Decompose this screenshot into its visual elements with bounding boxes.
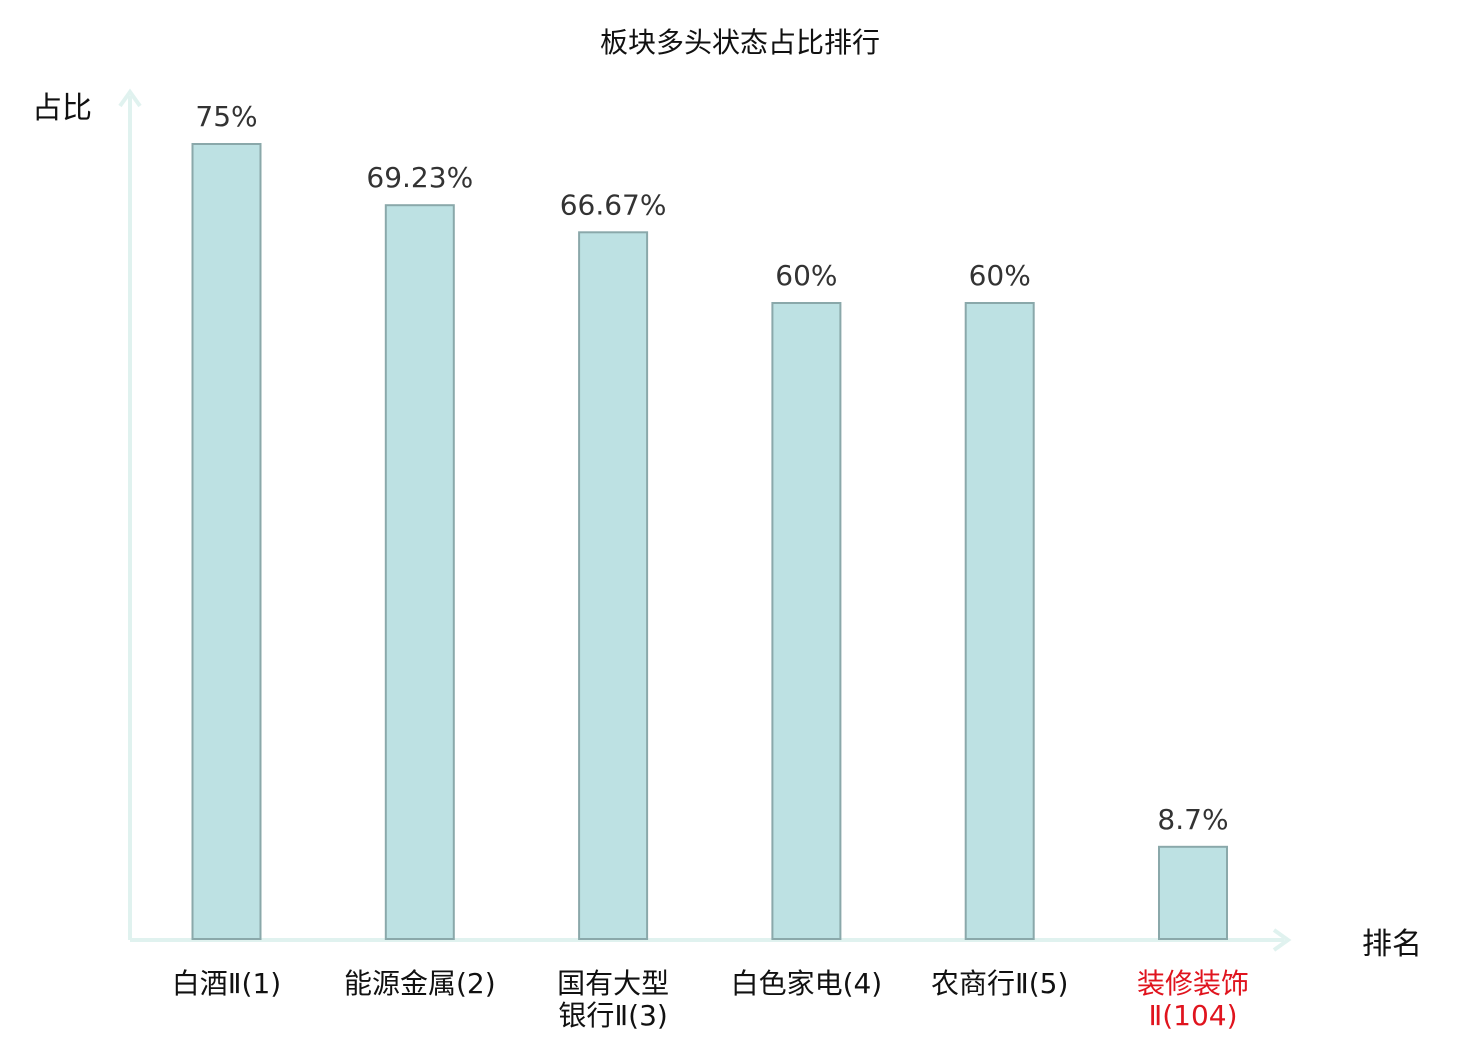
y-axis-label: 占比 [32, 91, 92, 126]
value-label-group: 75% 69.23% 66.67% 60% 60% 8.7% [195, 100, 1228, 836]
category-label-6: 装修装饰 Ⅱ(104) [1137, 967, 1249, 1032]
bar-5 [964, 302, 1035, 940]
value-label-1: 75% [195, 100, 257, 133]
value-label-3: 66.67% [560, 188, 667, 221]
value-label-2: 69.23% [366, 161, 473, 194]
category-label-4: 白色家电(4) [731, 967, 883, 1000]
category-label-2: 能源金属(2) [344, 967, 496, 1000]
bar-6 [1158, 845, 1228, 940]
x-axis-label: 排名 [1362, 927, 1422, 962]
value-label-5: 60% [969, 259, 1031, 292]
bar-4 [771, 302, 842, 940]
y-axis-arrow-icon [118, 88, 142, 108]
category-label-3: 国有大型银行Ⅱ(3) [557, 967, 669, 1032]
category-label-1: 白酒Ⅱ(1) [172, 967, 281, 1000]
value-label-6: 8.7% [1157, 803, 1228, 836]
category-label-group: 白酒Ⅱ(1) 能源金属(2) 国有大型银行Ⅱ(3) 白色家电(4) 农商行Ⅱ(5) 装修装… [172, 967, 1249, 1032]
category-label-5: 农商行Ⅱ(5) [931, 967, 1068, 1000]
bar-2 [384, 204, 455, 940]
bar-3 [578, 231, 649, 941]
bar-group [191, 143, 1228, 941]
bar-1 [191, 143, 262, 940]
x-axis-arrow-icon [1272, 928, 1292, 952]
chart-title: 板块多头状态占比排行 [600, 26, 880, 59]
axes [118, 88, 1292, 952]
value-label-4: 60% [775, 259, 837, 292]
